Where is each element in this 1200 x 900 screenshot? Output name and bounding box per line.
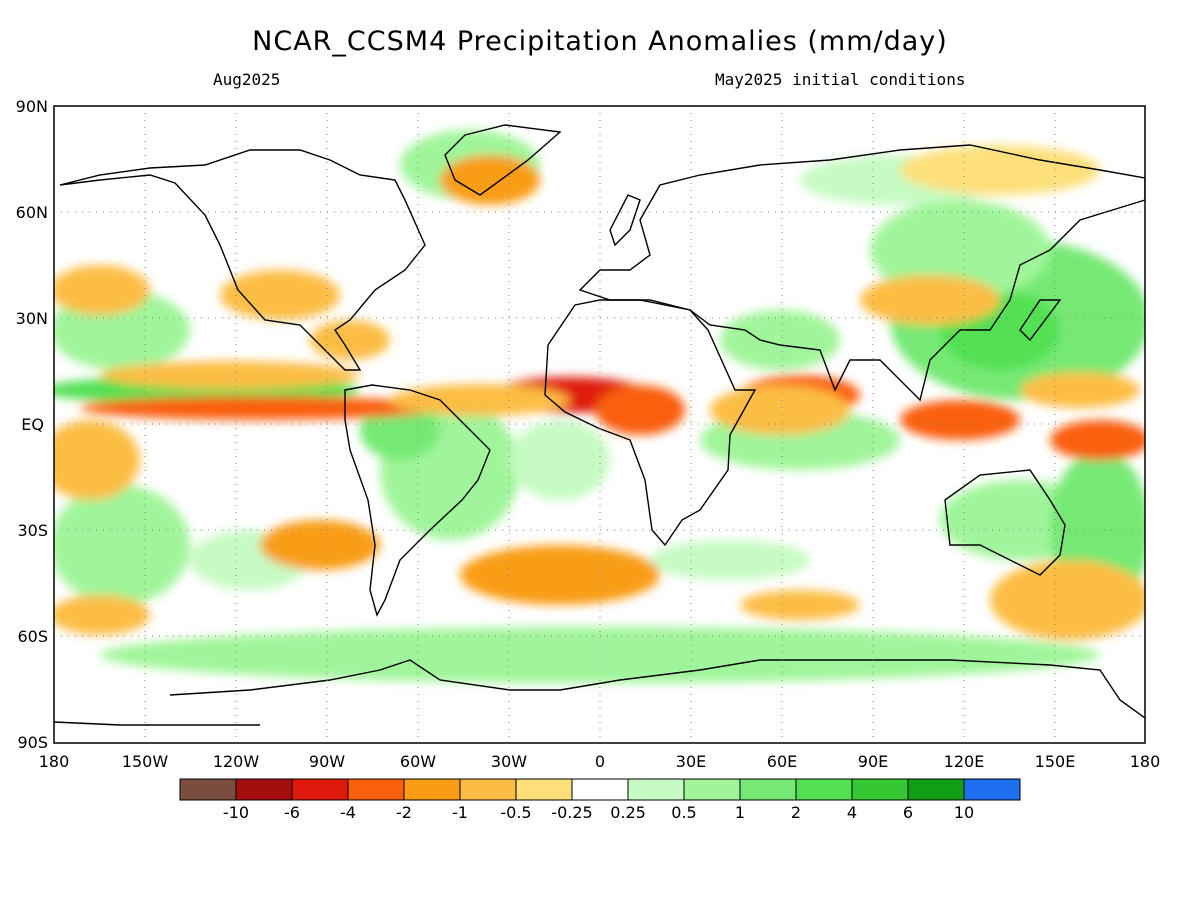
colorbar-swatch — [963, 778, 1021, 801]
colorbar-swatch — [235, 778, 293, 801]
lon-label: 30W — [491, 752, 527, 771]
colorbar-tick-label: -0.5 — [500, 803, 531, 822]
colorbar-tick-label: -10 — [223, 803, 249, 822]
forecast-month: Aug2025 — [213, 70, 281, 89]
colorbar-tick-label: 4 — [847, 803, 857, 822]
lon-label: 60W — [400, 752, 436, 771]
lon-label: 90E — [858, 752, 888, 771]
lat-label: 90N — [16, 97, 48, 116]
colorbar-tick-label: 0.25 — [610, 803, 646, 822]
colorbar-swatch — [683, 778, 741, 801]
colorbar-tick-label: 1 — [735, 803, 745, 822]
colorbar-tick-label: 2 — [791, 803, 801, 822]
latitude-labels: 90N 60N 30N EQ 30S 60S 90S — [16, 97, 48, 752]
lat-label: 60S — [17, 627, 48, 646]
colorbar-tick-label: -2 — [396, 803, 412, 822]
lon-label: 30E — [676, 752, 706, 771]
colorbar-swatch — [795, 778, 853, 801]
lon-label: 120E — [944, 752, 985, 771]
colorbar-tick-label: -1 — [452, 803, 468, 822]
lat-label: 90S — [17, 733, 48, 752]
lon-label: 180 — [1130, 752, 1161, 771]
colorbar-swatch — [739, 778, 797, 801]
lat-label: 30N — [16, 309, 48, 328]
colorbar-tick-label: 0.5 — [671, 803, 696, 822]
colorbar-swatch — [515, 778, 573, 801]
map-title: NCAR_CCSM4 Precipitation Anomalies (mm/d… — [252, 26, 948, 57]
colorbar-tick-label: -4 — [340, 803, 356, 822]
longitude-labels: 180 150W 120W 90W 60W 30W 0 30E 60E 90E … — [39, 752, 1161, 771]
lon-label: 180 — [39, 752, 70, 771]
colorbar-swatch — [179, 778, 237, 801]
anomaly-field — [54, 106, 1145, 743]
lon-label: 120W — [213, 752, 260, 771]
colorbar-tick-label: 10 — [954, 803, 974, 822]
colorbar-tick-label: -6 — [284, 803, 300, 822]
colorbar-swatch — [459, 778, 517, 801]
colorbar-tick-label: 6 — [903, 803, 913, 822]
map-frame — [53, 105, 1146, 744]
lon-label: 60E — [767, 752, 797, 771]
colorbar: -10 -6 -4 -2 -1 -0.5 -0.25 0.25 0.5 1 2 4 6 10 — [179, 778, 1021, 822]
lon-label: 150E — [1035, 752, 1076, 771]
colorbar-swatch — [851, 778, 909, 801]
lat-label: 30S — [17, 521, 48, 540]
colorbar-swatch — [347, 778, 405, 801]
lon-label: 150W — [122, 752, 169, 771]
colorbar-swatch — [627, 778, 685, 801]
lon-label: 0 — [595, 752, 605, 771]
lon-label: 90W — [309, 752, 345, 771]
colorbar-swatch — [907, 778, 965, 801]
initial-conditions: May2025 initial conditions — [715, 70, 966, 89]
colorbar-swatch — [291, 778, 349, 801]
coastlines — [54, 124, 1145, 726]
colorbar-tick-label: -0.25 — [551, 803, 592, 822]
colorbar-swatch — [571, 778, 629, 801]
lat-label: EQ — [21, 415, 44, 434]
lat-label: 60N — [16, 203, 48, 222]
colorbar-swatch — [403, 778, 461, 801]
